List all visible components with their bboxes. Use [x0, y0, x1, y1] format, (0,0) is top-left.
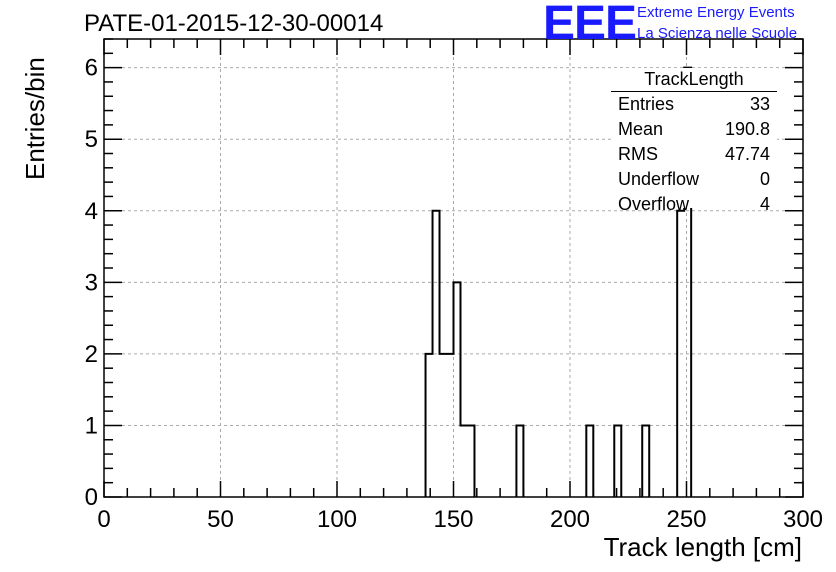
plot-frame: [103, 38, 804, 498]
histogram-bin: [460, 425, 467, 497]
stats-label: Underflow: [618, 169, 700, 189]
histogram-bin: [454, 282, 461, 497]
y-tick-label: 1: [85, 412, 98, 439]
tick-marks: [103, 38, 804, 498]
stats-row-overflow: Overflow 4: [611, 192, 777, 217]
histogram-bin: [467, 425, 474, 497]
stats-box: TrackLength Entries 33 Mean 190.8 RMS 47…: [611, 68, 777, 214]
x-tick-label: 250: [666, 506, 706, 533]
x-axis-label: Track length [cm]: [603, 532, 802, 562]
x-tick-label: 200: [550, 506, 590, 533]
stats-value: 190.8: [724, 119, 770, 139]
y-tick-label: 0: [85, 484, 98, 511]
histogram-bin: [516, 425, 523, 497]
tick-labels: 0 50 100 150 200 250 300 0 1 2 3 4 5 6: [85, 55, 823, 533]
y-tick-label: 2: [85, 341, 98, 368]
logo-line-1: Extreme Energy Events: [637, 4, 795, 21]
eee-logo: EEE: [543, 0, 637, 50]
x-tick-label: 100: [317, 506, 357, 533]
x-tick-label: 50: [207, 506, 234, 533]
y-tick-label: 5: [85, 126, 98, 153]
chart-title: PATE-01-2015-12-30-00014: [84, 10, 384, 37]
y-axis-label: Entries/bin: [20, 57, 50, 180]
stats-row-underflow: Underflow 0: [611, 167, 777, 192]
stats-label: RMS: [618, 144, 658, 164]
stats-value: 4: [759, 194, 770, 214]
stats-value: 0: [759, 169, 770, 189]
x-tick-label: 150: [433, 506, 473, 533]
stats-value: 47.74: [724, 144, 770, 164]
x-tick-label: 300: [783, 506, 823, 533]
stats-row-entries: Entries 33: [611, 92, 777, 117]
stats-row-rms: RMS 47.74: [611, 142, 777, 167]
stats-label: Overflow: [618, 194, 690, 214]
stats-name: TrackLength: [611, 68, 777, 92]
logo-line-2: La Scienza nelle Scuole: [637, 25, 798, 42]
histogram-bin: [586, 425, 593, 497]
y-tick-label: 4: [85, 198, 98, 225]
y-tick-label: 6: [85, 55, 98, 82]
histogram-bin: [614, 425, 621, 497]
y-tick-label: 3: [85, 269, 98, 296]
stats-label: Mean: [618, 119, 664, 139]
histogram-outline: [424, 66, 693, 497]
stats-label: Entries: [618, 94, 675, 114]
stats-value: 33: [749, 94, 770, 114]
x-tick-label: 0: [97, 506, 110, 533]
histogram-bin: [642, 425, 649, 497]
stats-row-mean: Mean 190.8: [611, 117, 777, 142]
